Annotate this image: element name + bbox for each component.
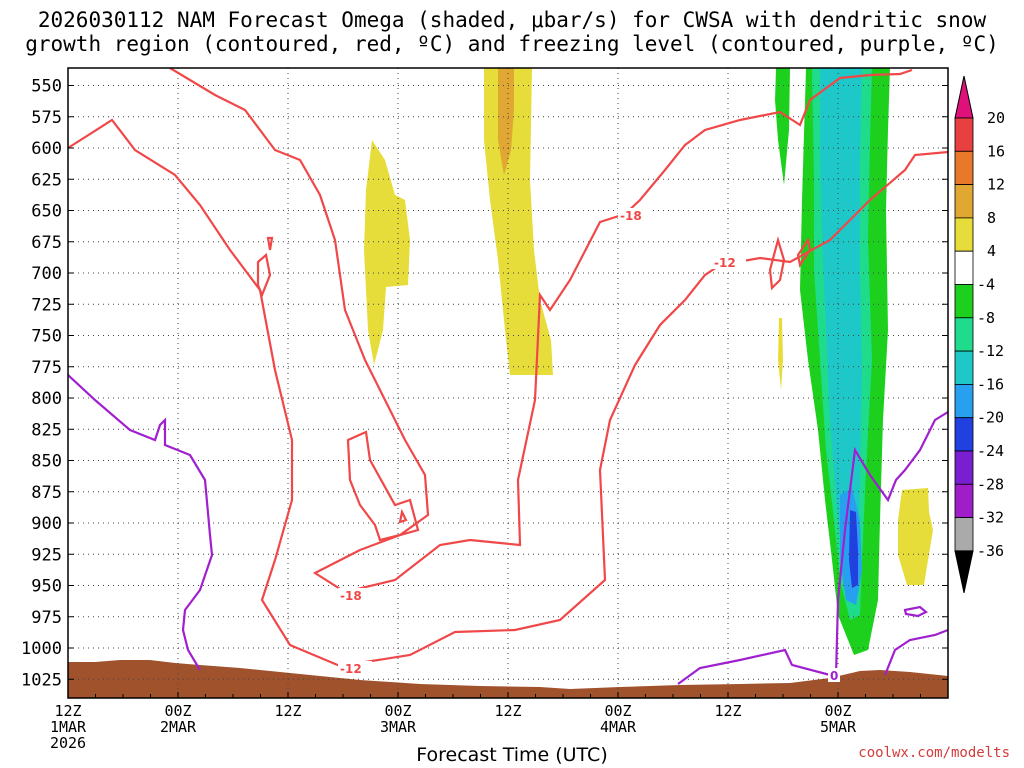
colorbar-label: -16	[977, 375, 1004, 393]
freezing-level-line	[678, 650, 836, 684]
y-tick-label: 550	[31, 77, 62, 97]
colorbar-swatch	[955, 384, 973, 417]
y-tick-label: 975	[31, 608, 62, 628]
x-tick-label: 5MAR	[820, 718, 857, 736]
colorbar-label: -20	[977, 409, 1004, 427]
y-tick-label: 700	[31, 264, 62, 284]
colorbar-swatch	[955, 285, 973, 318]
y-tick-label: 650	[31, 202, 62, 222]
colorbar-swatch	[955, 151, 973, 184]
y-tick-label: 950	[31, 577, 62, 597]
y-tick-label: 925	[31, 545, 62, 565]
y-tick-label: 1025	[21, 670, 62, 690]
y-tick-label: 675	[31, 233, 62, 253]
colorbar-swatch	[955, 318, 973, 351]
y-tick-label: 575	[31, 108, 62, 128]
x-tick-label: 3MAR	[380, 718, 417, 736]
contour-labels: -18 -12 -18 -12 0	[338, 208, 840, 683]
y-tick-label: 800	[31, 389, 62, 409]
omega-positive-region	[484, 68, 553, 375]
colorbar-label: -32	[977, 509, 1004, 527]
colorbar-label: 8	[987, 209, 996, 227]
contour-label: -18	[620, 209, 642, 223]
colorbar-label: -12	[977, 342, 1004, 360]
y-tick-label: 625	[31, 170, 62, 190]
colorbar-swatch	[955, 218, 973, 251]
freezing-level-contours	[68, 375, 948, 684]
contour-label: -12	[714, 256, 736, 270]
y-tick-label: 600	[31, 139, 62, 159]
y-tick-label: 900	[31, 514, 62, 534]
y-tick-label: 725	[31, 295, 62, 315]
x-tick-label: 2MAR	[160, 718, 197, 736]
contour-label: 0	[830, 669, 838, 683]
colorbar-bottom-arrow	[955, 551, 973, 593]
x-tick-label: 12Z	[274, 702, 301, 720]
y-tick-label: 875	[31, 483, 62, 503]
y-tick-label: 775	[31, 358, 62, 378]
colorbar-label: -36	[977, 542, 1004, 560]
y-tick-label: 1000	[21, 639, 62, 659]
colorbar: 20 16 12 8 4 -4 -8 -12 -16 -20 -24 -28 -32 -36	[955, 76, 1005, 593]
y-tick-label: 750	[31, 327, 62, 347]
freezing-level-line	[905, 607, 926, 616]
credit-link[interactable]: coolwx.com/modelts	[858, 745, 1010, 761]
colorbar-swatch	[955, 351, 973, 384]
dendritic-contour-line	[348, 432, 418, 540]
colorbar-label: 20	[987, 109, 1005, 127]
freezing-level-line	[885, 630, 948, 675]
contour-label: -12	[340, 662, 362, 676]
colorbar-label: -8	[977, 309, 995, 327]
colorbar-label: 4	[987, 242, 996, 260]
colorbar-swatch	[955, 518, 973, 551]
colorbar-top-arrow	[955, 76, 973, 118]
dendritic-contour-line	[400, 512, 406, 522]
x-tick-label: 4MAR	[600, 718, 637, 736]
x-tick-label: 12Z	[494, 702, 521, 720]
dendritic-contour-line	[770, 240, 784, 288]
colorbar-label: 16	[987, 142, 1005, 160]
x-tick-label: 12Z	[714, 702, 741, 720]
y-tick-label: 825	[31, 420, 62, 440]
colorbar-swatch	[955, 185, 973, 218]
omega-positive-region	[778, 318, 783, 390]
dendritic-contour-line	[258, 255, 270, 295]
colorbar-swatch	[955, 451, 973, 484]
freezing-level-line	[68, 375, 212, 670]
omega-negative-region	[775, 68, 790, 185]
colorbar-swatch	[955, 484, 973, 517]
colorbar-swatch	[955, 251, 973, 284]
omega-positive-region	[364, 140, 410, 365]
contour-label: -18	[340, 589, 362, 603]
colorbar-label: -4	[977, 276, 995, 294]
omega-positive-region	[898, 488, 933, 585]
colorbar-label: 12	[987, 176, 1005, 194]
colorbar-swatch	[955, 418, 973, 451]
y-tick-label: 850	[31, 452, 62, 472]
colorbar-label: -28	[977, 475, 1004, 493]
dendritic-contour-line	[268, 238, 272, 250]
colorbar-swatch	[955, 118, 973, 151]
omega-time-height-chart: -18 -12 -18 -12 0 550 575 600 625 650 675 700 7…	[0, 0, 1024, 768]
colorbar-label: -24	[977, 442, 1004, 460]
